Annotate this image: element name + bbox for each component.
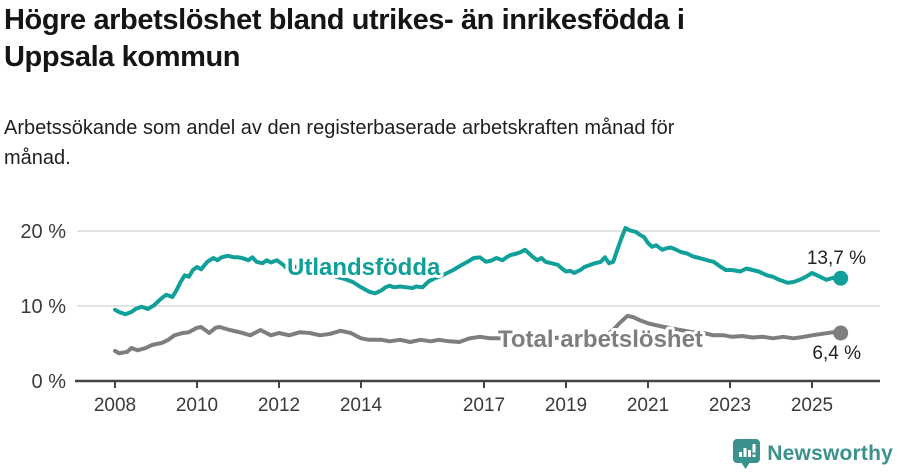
- series-end-dot: [833, 270, 849, 286]
- brand-name: Newsworthy: [767, 442, 893, 465]
- y-tick-label: 10 %: [20, 296, 66, 318]
- x-tick-label: 2008: [94, 395, 136, 416]
- y-tick-label: 0 %: [32, 371, 67, 393]
- series-inline-label: Total arbetslöshet: [498, 326, 703, 353]
- page-title: Högre arbetslöshet bland utrikes- än inr…: [4, 2, 685, 76]
- series-line-total-arbetsl-shet: [113, 313, 843, 356]
- x-tick-label: 2014: [340, 395, 383, 416]
- bar-1: [739, 452, 743, 457]
- exclamation-dot: [752, 454, 756, 457]
- title-line-2: Uppsala kommun: [4, 41, 241, 73]
- x-tick-label: 2025: [791, 395, 833, 416]
- x-tick-label: 2021: [627, 395, 669, 416]
- newsworthy-logo: Newsworthy: [733, 439, 893, 469]
- x-tick-label: 2010: [176, 395, 218, 416]
- newsworthy-pin-barchart-icon: [733, 439, 761, 469]
- exclamation-stem: [752, 444, 756, 453]
- series-end-value-label: 13,7 %: [807, 248, 866, 269]
- subtitle-line-2: månad.: [4, 147, 71, 169]
- bar-3: [748, 450, 752, 457]
- series-end-value-label: 6,4 %: [812, 343, 861, 364]
- series-line-utlandsf-dda: [113, 226, 843, 317]
- y-tick-label: 20 %: [20, 221, 66, 243]
- title-line-1: Högre arbetslöshet bland utrikes- än inr…: [4, 4, 685, 36]
- series-inline-label: Utlandsfödda: [287, 254, 441, 281]
- bar-2: [743, 448, 747, 457]
- series-end-dot: [833, 325, 849, 341]
- chart-subtitle: Arbetssökande som andel av den registerb…: [4, 113, 674, 173]
- subtitle-line-1: Arbetssökande som andel av den registerb…: [4, 117, 675, 139]
- x-tick-label: 2023: [709, 395, 751, 416]
- x-tick-label: 2017: [463, 395, 505, 416]
- x-tick-label: 2019: [545, 395, 587, 416]
- x-tick-label: 2012: [258, 395, 300, 416]
